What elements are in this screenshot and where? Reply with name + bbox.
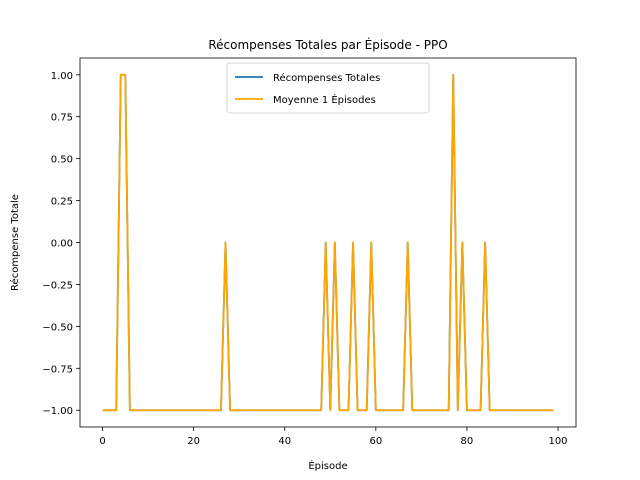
y-tick-label: −1.00 [42, 406, 73, 417]
x-tick-label: 20 [187, 436, 200, 447]
legend-box [226, 62, 430, 114]
x-tick-label: 60 [369, 436, 382, 447]
plot-series [102, 73, 554, 412]
y-tick-label: −0.50 [42, 322, 73, 333]
x-tick-label: 40 [278, 436, 291, 447]
y-tick-label: 0.75 [51, 113, 73, 124]
series-line-2 [102, 73, 554, 412]
x-tick-label: 100 [548, 436, 567, 447]
legend-label-2: Moyenne 1 Épisodes [273, 93, 376, 106]
x-axis-label: Épisode [308, 459, 347, 472]
y-tick-label: 1.00 [51, 71, 73, 82]
y-tick-label: 0.25 [51, 197, 73, 208]
y-tick-label: 0.50 [51, 155, 73, 166]
x-tick-label: 80 [461, 436, 474, 447]
legend: Récompenses Totales Moyenne 1 Épisodes [226, 62, 430, 114]
y-tick-label: −0.75 [42, 364, 73, 375]
y-axis-ticks: −1.00 −0.75 −0.50 −0.25 0.00 0.25 0.50 0.75 1.00 [42, 71, 80, 417]
y-tick-label: 0.00 [51, 239, 73, 250]
legend-label-1: Récompenses Totales [273, 72, 380, 84]
chart-title: Récompenses Totales par Épisode - PPO [208, 37, 447, 52]
y-axis-label: Récompense Totale [9, 194, 21, 291]
y-tick-label: −0.25 [42, 280, 73, 291]
x-axis-ticks: 0 20 40 60 80 100 [99, 427, 568, 447]
x-tick-label: 0 [99, 436, 105, 447]
